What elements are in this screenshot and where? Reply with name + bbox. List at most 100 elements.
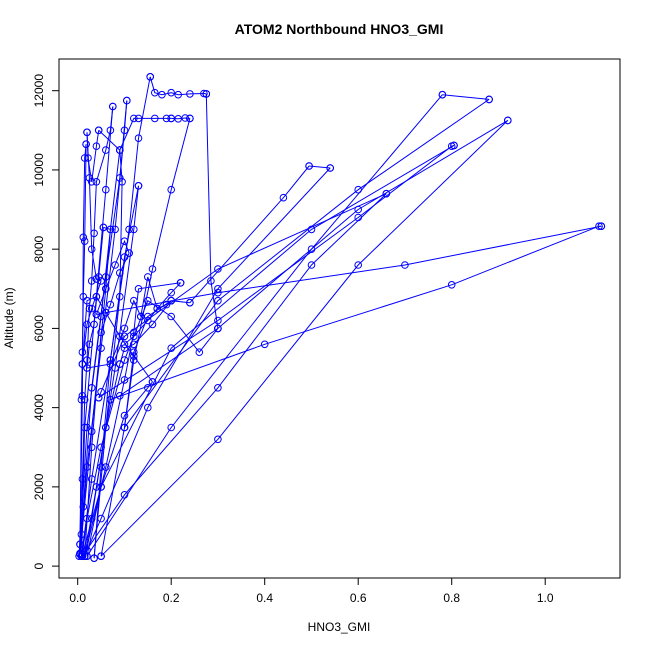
data-point [123, 96, 131, 105]
data-point [174, 90, 182, 99]
data-point [167, 312, 175, 321]
data-point [130, 356, 138, 364]
data-point [354, 205, 363, 214]
series-line [442, 94, 490, 100]
data-point [401, 261, 409, 269]
data-point [83, 364, 91, 372]
y-tick-label: 4000 [32, 394, 46, 421]
data-point [214, 265, 222, 273]
series-line [100, 98, 490, 557]
data-point [485, 95, 493, 104]
data-point [85, 340, 94, 349]
data-point [83, 552, 91, 561]
series-line [205, 93, 219, 329]
data-point [130, 225, 138, 234]
series-line [86, 144, 455, 557]
data-point [167, 288, 175, 297]
data-point [307, 261, 316, 269]
data-point [186, 90, 194, 98]
x-tick-label: 0.4 [256, 591, 273, 605]
data-point [214, 384, 222, 392]
data-point [92, 178, 101, 186]
data-point [99, 223, 108, 232]
series-line [79, 226, 111, 554]
data-point [102, 285, 110, 293]
data-point [504, 116, 512, 125]
data-point [120, 411, 129, 420]
data-point [134, 134, 143, 142]
data-point [109, 102, 117, 111]
data-point [326, 164, 335, 172]
data-point [83, 423, 91, 432]
series-line [86, 94, 443, 557]
data-point [595, 222, 603, 230]
series-layer [75, 73, 606, 563]
data-point [87, 514, 96, 523]
y-tick-label: 2000 [32, 473, 46, 500]
series-line [100, 120, 509, 557]
data-point [144, 316, 152, 325]
data-point [597, 222, 606, 230]
data-point [94, 126, 103, 135]
data-point [90, 554, 98, 563]
data-point [125, 249, 133, 257]
data-point [78, 392, 87, 400]
chart-title: ATOM2 Northbound HNO3_GMI [235, 21, 444, 37]
series-line [86, 227, 104, 369]
data-point [116, 292, 124, 301]
data-point [214, 285, 222, 293]
data-point [279, 193, 288, 202]
data-point [120, 344, 129, 353]
series-line [79, 144, 87, 554]
data-point [144, 296, 152, 305]
data-point [87, 245, 96, 253]
data-point [214, 288, 222, 297]
data-point [167, 423, 175, 432]
data-point [111, 225, 119, 234]
data-point [176, 279, 185, 287]
y-axis: 0 2000 4000 6000 8000 10000 12000 [32, 74, 60, 569]
data-point [83, 320, 91, 329]
data-point [151, 88, 159, 97]
data-point [214, 435, 222, 444]
data-point [116, 392, 124, 400]
y-tick-label: 0 [32, 562, 46, 569]
data-point [195, 348, 204, 357]
data-point [130, 332, 138, 341]
data-point [144, 403, 152, 412]
data-point [153, 304, 161, 313]
data-point [120, 423, 129, 432]
data-point [148, 265, 157, 273]
data-point [130, 340, 138, 349]
data-point [137, 312, 145, 321]
data-point [148, 320, 157, 329]
data-point [305, 162, 313, 170]
data-point [186, 114, 194, 123]
series-line [98, 193, 387, 398]
data-point [87, 443, 96, 452]
data-point [78, 348, 87, 357]
series-line [82, 167, 331, 557]
data-point [92, 275, 101, 283]
series-line [124, 300, 190, 428]
series-line [81, 193, 387, 557]
y-axis-label: Altitude (m) [2, 287, 16, 348]
data-point [106, 225, 115, 234]
x-axis-label: HNO3_GMI [308, 620, 371, 634]
data-point [158, 90, 166, 99]
data-point [92, 142, 101, 150]
series-line [84, 185, 139, 557]
series-line [84, 363, 121, 557]
data-point [87, 304, 96, 313]
data-point [214, 324, 222, 333]
data-point [90, 320, 98, 329]
data-point [102, 308, 110, 317]
data-point [77, 395, 86, 404]
x-tick-label: 0.0 [69, 591, 86, 605]
data-point [102, 463, 110, 471]
data-point [134, 285, 143, 293]
data-point [106, 300, 115, 309]
y-tick-label: 8000 [32, 235, 46, 262]
y-tick-label: 10000 [32, 153, 46, 187]
data-point [447, 281, 456, 289]
